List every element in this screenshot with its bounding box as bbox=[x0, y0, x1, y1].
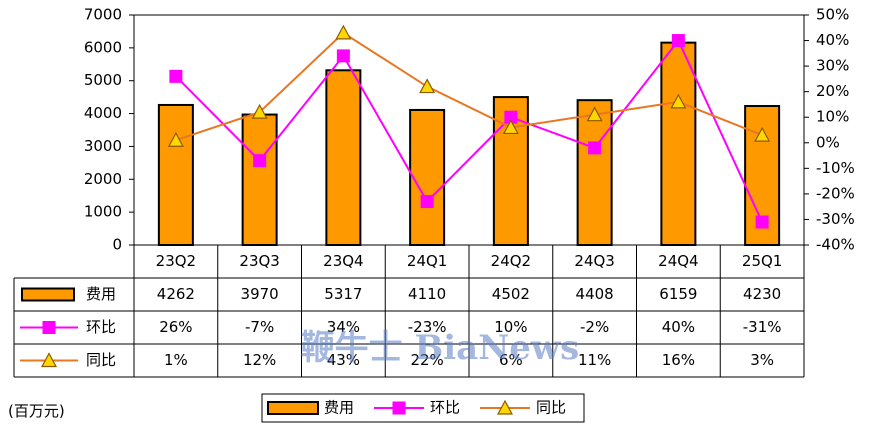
point-同比-23Q2 bbox=[167, 131, 184, 147]
point-环比-23Q4 bbox=[336, 49, 350, 63]
table-cell-同比: 3% bbox=[750, 351, 774, 369]
point-同比-25Q1 bbox=[754, 126, 771, 142]
table-cell-环比: 26% bbox=[159, 318, 192, 336]
table-cell-费用: 3970 bbox=[241, 285, 279, 303]
line-同比 bbox=[175, 31, 763, 142]
point-同比-23Q3 bbox=[251, 103, 268, 119]
point-环比-24Q1 bbox=[420, 195, 434, 209]
left-axis-tick-label: 5000 bbox=[84, 71, 122, 89]
legend-marker-同比 bbox=[496, 399, 514, 415]
point-环比-23Q2 bbox=[169, 69, 183, 83]
table-cell-同比: 6% bbox=[499, 351, 523, 369]
table-cell-环比: -2% bbox=[580, 318, 609, 336]
right-axis-tick-label: 40% bbox=[816, 31, 849, 49]
table-cell-费用: 4230 bbox=[743, 285, 781, 303]
left-axis-tick-label: 1000 bbox=[84, 203, 122, 221]
left-axis-tick-label: 3000 bbox=[84, 137, 122, 155]
point-环比-24Q4 bbox=[671, 34, 685, 48]
right-axis-tick-label: -20% bbox=[816, 184, 855, 202]
bar-24Q3 bbox=[576, 99, 613, 246]
point-同比-24Q3 bbox=[586, 106, 603, 122]
point-同比-23Q4 bbox=[335, 24, 352, 40]
bar-24Q1 bbox=[409, 108, 446, 247]
right-axis-tick-label: 50% bbox=[816, 6, 849, 24]
legend-key-费用 bbox=[267, 401, 319, 415]
row-key-费用 bbox=[21, 287, 75, 302]
point-同比-24Q4 bbox=[670, 93, 687, 109]
category-label: 25Q1 bbox=[742, 252, 782, 270]
row-key-marker-环比 bbox=[42, 321, 56, 334]
right-axis-tick-label: 20% bbox=[816, 82, 849, 100]
legend-marker-环比 bbox=[392, 401, 406, 415]
bar-23Q3 bbox=[241, 113, 278, 246]
row-header-同比: 同比 bbox=[86, 351, 116, 369]
table-cell-同比: 11% bbox=[578, 351, 611, 369]
legend-label-同比: 同比 bbox=[536, 399, 566, 417]
point-同比-24Q2 bbox=[502, 119, 519, 135]
table-cell-同比: 16% bbox=[662, 351, 695, 369]
category-label: 24Q3 bbox=[574, 252, 614, 270]
plot-area-frame bbox=[133, 14, 805, 246]
right-axis-tick-label: -10% bbox=[816, 159, 855, 177]
row-header-费用: 费用 bbox=[86, 285, 116, 303]
left-axis-tick-label: 2000 bbox=[84, 170, 122, 188]
row-header-环比: 环比 bbox=[86, 318, 116, 336]
point-环比-23Q3 bbox=[253, 154, 267, 168]
point-环比-25Q1 bbox=[755, 215, 769, 229]
point-同比-24Q1 bbox=[419, 78, 436, 94]
table-cell-同比: 22% bbox=[410, 351, 443, 369]
table-cell-环比: -31% bbox=[743, 318, 782, 336]
table-cell-费用: 5317 bbox=[324, 285, 362, 303]
table-cell-环比: 34% bbox=[327, 318, 360, 336]
bar-23Q2 bbox=[157, 103, 194, 246]
right-axis-tick-label: 0% bbox=[816, 133, 840, 151]
table-cell-环比: 40% bbox=[662, 318, 695, 336]
bar-23Q4 bbox=[325, 69, 362, 246]
category-label: 23Q4 bbox=[323, 252, 363, 270]
table-cell-环比: -23% bbox=[408, 318, 447, 336]
point-环比-24Q3 bbox=[588, 141, 602, 155]
row-key-marker-同比 bbox=[40, 352, 58, 368]
bar-24Q4 bbox=[660, 41, 697, 246]
table-cell-同比: 43% bbox=[327, 351, 360, 369]
table-cell-环比: -7% bbox=[245, 318, 274, 336]
table-cell-同比: 1% bbox=[164, 351, 188, 369]
table-cell-费用: 4110 bbox=[408, 285, 446, 303]
line-环比 bbox=[175, 38, 764, 223]
right-axis-tick-label: -30% bbox=[816, 210, 855, 228]
category-label: 24Q4 bbox=[658, 252, 698, 270]
left-axis-tick-label: 6000 bbox=[84, 38, 122, 56]
table-cell-费用: 6159 bbox=[659, 285, 697, 303]
table-cell-费用: 4262 bbox=[157, 285, 195, 303]
table-cell-同比: 12% bbox=[243, 351, 276, 369]
category-label: 24Q1 bbox=[407, 252, 447, 270]
right-axis-tick-label: 30% bbox=[816, 57, 849, 75]
left-axis-tick-label: 7000 bbox=[84, 6, 122, 24]
category-label: 24Q2 bbox=[491, 252, 531, 270]
watermark: 鞭牛士 BiaNews bbox=[301, 328, 580, 368]
left-axis-tick-label: 0 bbox=[112, 236, 122, 254]
right-axis-tick-label: -40% bbox=[816, 236, 855, 254]
legend-label-费用: 费用 bbox=[324, 399, 354, 417]
table-cell-费用: 4502 bbox=[492, 285, 530, 303]
table-cell-环比: 10% bbox=[494, 318, 527, 336]
left-axis-tick-label: 4000 bbox=[84, 104, 122, 122]
unit-label: (百万元) bbox=[8, 402, 65, 420]
category-label: 23Q2 bbox=[156, 252, 196, 270]
right-axis-tick-label: 10% bbox=[816, 108, 849, 126]
legend-label-环比: 环比 bbox=[430, 399, 460, 417]
table-cell-费用: 4408 bbox=[576, 285, 614, 303]
category-label: 23Q3 bbox=[239, 252, 279, 270]
